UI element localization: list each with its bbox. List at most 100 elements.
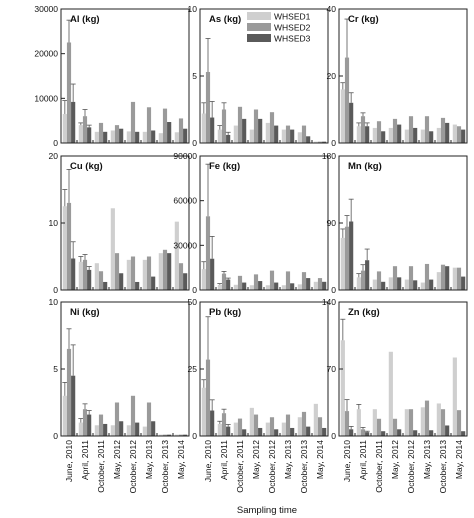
bar [71,375,76,436]
bar [110,130,115,143]
bar [87,269,92,290]
bar [297,417,302,436]
bar [78,261,83,290]
panel-title: Ni (kg) [70,307,100,318]
bar [233,422,238,436]
bar [178,434,184,436]
bar [340,237,345,290]
bar [313,281,318,290]
bar [130,101,136,143]
bar [344,226,350,290]
bar [281,129,286,143]
bar [66,348,72,436]
bar [376,121,382,143]
bar [158,133,163,143]
bar [265,285,270,290]
bar [253,414,259,436]
bar [126,425,131,436]
y-tick-label: 10 [49,218,59,228]
y-tick-label: 5 [53,364,58,374]
x-tick-label: May, 2012 [112,440,122,479]
x-tick-label: May, 2014 [176,440,186,479]
bar [130,395,136,436]
y-tick-label: 20000 [34,49,58,59]
bar [372,409,377,436]
bar [158,434,163,436]
bar [146,256,152,290]
y-tick-label: 40 [327,4,337,14]
bar [178,263,184,290]
bar [269,417,275,436]
bar [436,272,441,290]
plot-frame [199,155,329,291]
bar [408,266,414,290]
bar [461,129,466,143]
bar [142,426,147,436]
x-tick-label: April, 2011 [358,440,368,480]
x-tick-label: April, 2011 [80,440,90,480]
bar [317,278,323,290]
bar [87,414,92,436]
y-tick-label: 10 [49,297,59,307]
legend-label: WHSED1 [274,12,311,22]
bar [397,124,402,143]
bar [306,278,311,290]
bar [71,101,76,143]
y-tick-label: 10000 [34,93,58,103]
bar [356,409,361,436]
bar [445,122,450,143]
bar [429,430,434,436]
bar [408,116,414,143]
bar [258,118,263,143]
bar [119,128,124,143]
bar [317,417,323,436]
bar [360,429,366,436]
bar [82,116,88,143]
bar [452,357,457,436]
bar [424,116,430,143]
bar [237,418,243,436]
bar [162,249,168,290]
y-tick-label: 5 [192,71,197,81]
legend-label: WHSED3 [274,34,311,44]
bar [226,134,231,143]
bar [269,112,275,143]
bar [158,253,163,290]
bar [174,434,179,436]
bar [162,108,168,143]
bar [126,259,131,290]
y-tick-label: 0 [331,138,336,148]
panel-title: As (kg) [209,14,241,25]
bar [210,117,215,143]
bar [253,109,259,143]
bar [126,131,131,143]
y-tick-label: 140 [322,297,336,307]
bar [313,403,318,436]
y-tick-label: 0 [53,285,58,295]
bar [461,431,466,436]
panel-title: Fe (kg) [209,161,240,172]
y-tick-label: 0 [331,285,336,295]
panel-title: Al (kg) [70,14,100,25]
bar [162,434,168,436]
bar [258,427,263,436]
bar [94,263,99,290]
bar [249,129,254,143]
bar [151,276,156,290]
bar [258,281,263,290]
legend-swatch [247,34,271,42]
bar [167,434,172,436]
bar [210,410,215,436]
bar [146,402,152,436]
bar [429,131,434,143]
bar [98,122,104,143]
bar [205,359,211,436]
bar [290,129,295,143]
bar [62,113,67,143]
bar [281,285,286,290]
bar [344,57,350,143]
bar [119,421,124,436]
bar [285,414,291,436]
y-tick-label: 30000 [34,4,58,14]
